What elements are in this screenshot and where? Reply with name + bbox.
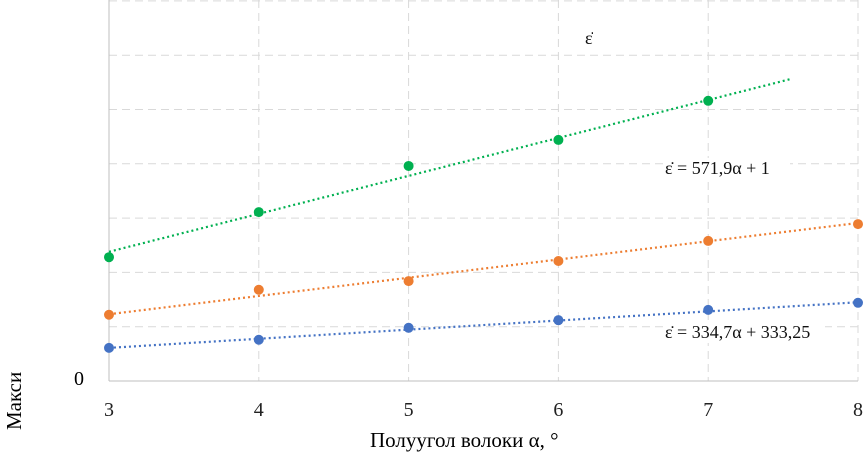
x-tick-label: 5 xyxy=(404,399,414,421)
trendline-green xyxy=(108,78,791,253)
x-tick-label: 7 xyxy=(703,399,713,421)
data-point-blue xyxy=(703,304,714,315)
data-point-orange xyxy=(104,309,114,320)
x-tick-label: 3 xyxy=(104,399,114,421)
y-tick-label: 0 xyxy=(74,368,84,390)
x-tick-label: 4 xyxy=(254,399,264,421)
data-point-green xyxy=(403,160,414,171)
x-tick-label: 6 xyxy=(553,399,563,421)
data-point-blue xyxy=(104,342,114,353)
annotation-green: ε̇ xyxy=(585,28,593,49)
data-point-orange xyxy=(403,276,414,287)
data-point-orange xyxy=(703,235,714,246)
y-axis-label: Макси xyxy=(2,371,26,430)
data-point-blue xyxy=(253,334,264,345)
data-point-blue xyxy=(403,322,414,333)
annotation-orange: ε̇ = 571,9α + 1 xyxy=(665,158,790,179)
data-point-green xyxy=(703,95,714,106)
data-point-green xyxy=(553,134,564,145)
data-point-green xyxy=(253,207,264,218)
data-point-green xyxy=(104,252,114,263)
data-point-orange xyxy=(553,255,564,266)
data-point-blue xyxy=(853,297,863,308)
x-axis-label: Полуугол волоки α, ° xyxy=(370,428,559,452)
data-point-blue xyxy=(553,315,564,326)
data-point-orange xyxy=(853,219,863,230)
x-tick-label: 8 xyxy=(853,399,863,421)
annotation-blue: ε̇ = 334,7α + 333,25 xyxy=(665,322,825,343)
y-axis-label-wrap: Макси xyxy=(2,340,32,430)
trendline-orange xyxy=(108,221,859,316)
trendline-blue xyxy=(108,301,859,349)
data-point-orange xyxy=(253,284,264,295)
